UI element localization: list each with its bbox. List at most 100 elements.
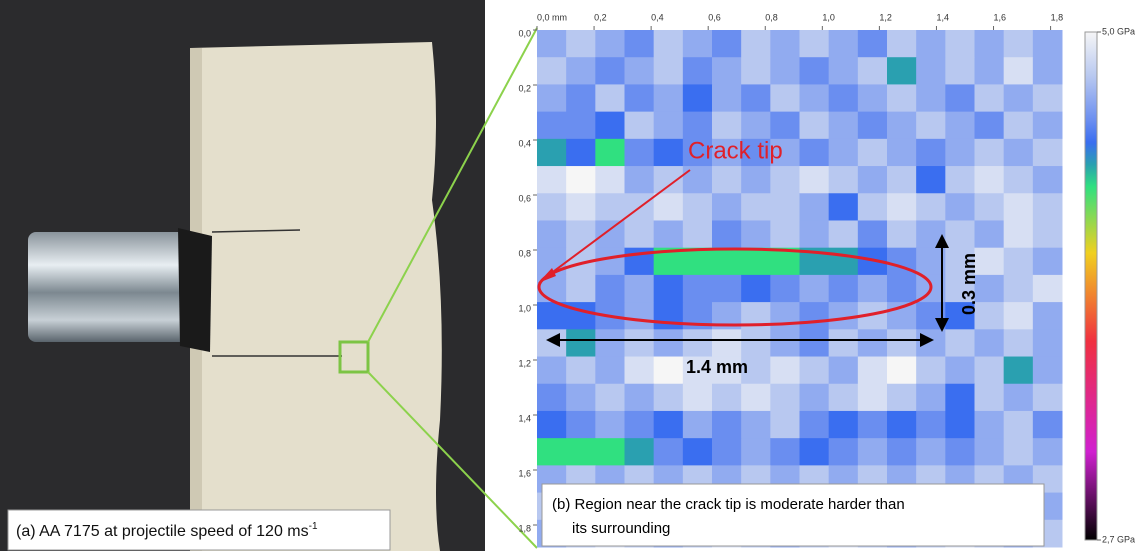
heatmap-cell (770, 220, 800, 249)
heatmap-cell (1003, 438, 1034, 466)
heatmap-cell (770, 383, 800, 412)
heatmap-cell (916, 166, 946, 194)
heatmap-cell (712, 274, 742, 303)
heatmap-cell (537, 84, 567, 113)
heatmap-cell (653, 57, 684, 85)
heatmap-cell (566, 138, 596, 167)
heatmap-cell (916, 193, 946, 221)
photo: (a) AA 7175 at projectile speed of 120 m… (0, 0, 538, 551)
heatmap-cell (828, 138, 859, 167)
heatmap-cell (712, 383, 742, 412)
heatmap-cell (624, 329, 655, 358)
heatmap-cell (887, 274, 917, 303)
y-tick-label: 0,6 (518, 193, 531, 203)
photo-caption: (a) AA 7175 at projectile speed of 120 m… (16, 521, 318, 541)
heatmap-cell (1003, 30, 1034, 58)
heatmap-cell (828, 383, 859, 412)
heatmap-cell (916, 383, 946, 412)
heatmap-cell (945, 111, 975, 140)
heatmap-cell (828, 410, 859, 439)
heatmap-cell (974, 410, 1005, 439)
heatmap-cell (682, 138, 713, 167)
heatmap-cell (1003, 329, 1034, 358)
heatmap-cell (887, 410, 917, 439)
heatmap-cell (828, 166, 859, 194)
heatmap-cell (595, 111, 625, 140)
heatmap-cell (799, 30, 830, 58)
heatmap-cell (624, 84, 655, 113)
heatmap-cell (945, 438, 975, 466)
heatmap-cell (770, 111, 800, 140)
heatmap-cell (974, 274, 1005, 303)
heatmap-cell (712, 111, 742, 140)
heatmap-cell (682, 84, 713, 113)
heatmap-cell (624, 138, 655, 167)
crack-tip-label: Crack tip (688, 137, 783, 164)
heatmap-cell (595, 84, 625, 113)
heatmap-cell (887, 329, 917, 358)
heatmap-cell (566, 383, 596, 412)
heatmap-cell (653, 438, 684, 466)
heatmap-cell (828, 247, 859, 276)
heatmap-cell (857, 438, 888, 466)
heatmap-cell (1032, 247, 1063, 276)
heatmap-cell (945, 138, 975, 167)
x-tick-label: 0,0 mm (537, 12, 567, 22)
heatmap-cell (682, 220, 713, 249)
heatmap-cell (595, 138, 625, 167)
x-tick-label: 1,2 (879, 12, 892, 22)
heatmap-cell (653, 356, 684, 385)
heatmap-cell (1003, 247, 1034, 276)
heatmap-cell (770, 410, 800, 439)
heatmap-cell (974, 111, 1005, 140)
heatmap-cell (741, 193, 771, 221)
heatmap-cell (1032, 193, 1063, 221)
heatmap-cell (741, 84, 771, 113)
y-tick-label: 1,2 (518, 358, 531, 368)
heatmap-cell (799, 84, 830, 113)
heatmap-cell (770, 138, 800, 167)
heatmap-cell (857, 410, 888, 439)
heatmap-cell (712, 329, 742, 358)
heatmap-cell (1003, 302, 1034, 330)
heatmap-cell (916, 30, 946, 58)
heatmap-cell (770, 57, 800, 85)
heatmap-cell (887, 138, 917, 167)
heatmap-cell (828, 220, 859, 249)
annotations: Crack tip 1.4 mm 0.3 mm (b) Region near … (537, 137, 1045, 547)
heatmap-cell (799, 410, 830, 439)
heatmap-cell (682, 166, 713, 194)
heatmap-cell (1032, 438, 1063, 466)
heatmap-cell (945, 166, 975, 194)
heatmap-cell (595, 247, 625, 276)
heatmap-cell (712, 410, 742, 439)
x-tick-label: 1,6 (994, 12, 1007, 22)
y-tick-label: 0,8 (518, 248, 531, 258)
heatmap-cell (595, 383, 625, 412)
heatmap-cell (945, 57, 975, 85)
heatmap-cell (945, 383, 975, 412)
heatmap-cell (945, 410, 975, 439)
heatmap-cell (1003, 356, 1034, 385)
heatmap-cell (945, 274, 975, 303)
heatmap-cell (1003, 166, 1034, 194)
heatmap-cell (974, 438, 1005, 466)
heatmap-cell (653, 111, 684, 140)
colorbar-tick-label: 5,0 GPa (1102, 26, 1135, 36)
heatmap-cell (741, 383, 771, 412)
heatmap-cell (857, 111, 888, 140)
heatmap-cell (1032, 30, 1063, 58)
heatmap-cell (712, 247, 742, 276)
heatmap-cell (1032, 274, 1063, 303)
heatmap-cell (945, 30, 975, 58)
heatmap-cell (566, 274, 596, 303)
heatmap-cell (887, 438, 917, 466)
heatmap-cell (828, 438, 859, 466)
heatmap-cell (1003, 220, 1034, 249)
heatmap-cell (566, 111, 596, 140)
heatmap-cell (653, 220, 684, 249)
heatmap-cell (887, 220, 917, 249)
x-tick-label: 0,8 (765, 12, 778, 22)
heatmap-cell (799, 57, 830, 85)
